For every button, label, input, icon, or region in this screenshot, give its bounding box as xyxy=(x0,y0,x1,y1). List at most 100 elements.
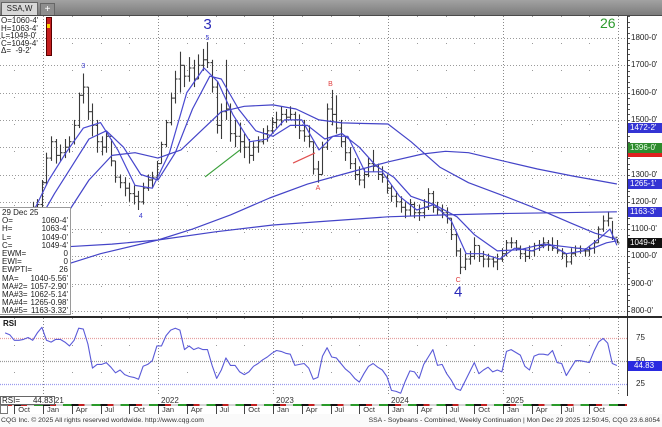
quote-value: 1049-0' xyxy=(10,31,37,41)
price-bar xyxy=(63,139,68,159)
price-bar xyxy=(173,70,178,104)
rsi-axis[interactable]: 75 50 25 44.83 xyxy=(627,318,662,396)
year-label: 2023 xyxy=(276,396,294,405)
panel-splitter[interactable] xyxy=(0,316,662,318)
data-label: O= xyxy=(2,216,13,226)
data-value: 0 xyxy=(63,257,68,267)
price-bar xyxy=(560,248,565,260)
price-tag-green-trendline: 1396-0' xyxy=(628,143,662,154)
data-row-low: L= 1049-0' xyxy=(2,233,68,242)
price-bar xyxy=(49,136,54,161)
data-value: 1060-4' xyxy=(41,216,68,226)
price-bar xyxy=(408,199,413,216)
price-bar xyxy=(159,141,164,165)
price-bar xyxy=(58,144,63,161)
price-bar xyxy=(95,119,100,153)
price-bar xyxy=(81,73,86,104)
price-bar xyxy=(362,169,367,189)
quote-open: O= 1060-4' xyxy=(1,17,43,25)
axis-tick xyxy=(628,43,630,44)
month-tick xyxy=(158,406,159,414)
axis-tick xyxy=(628,142,630,143)
axis-tick xyxy=(628,158,630,159)
add-tab-button[interactable]: + xyxy=(40,3,55,15)
price-bar xyxy=(454,231,459,257)
rsi-axis-label: 25 xyxy=(636,378,645,388)
axis-tick xyxy=(628,262,630,263)
data-row-ma5: MA#5= 1163-3.32' xyxy=(2,307,68,315)
month-label: Apr xyxy=(305,405,318,414)
price-bar xyxy=(431,190,436,213)
corner-toggle[interactable] xyxy=(0,405,8,414)
price-axis-label: 800-0' xyxy=(631,306,653,315)
axis-tick xyxy=(628,191,630,192)
cursor-data-box: 29 Dec 25 O= 1060-4' H= 1063-4' L= 1049-0' … xyxy=(0,207,71,315)
month-label: Oct xyxy=(248,405,260,414)
price-bar xyxy=(187,57,192,82)
axis-tick xyxy=(628,229,630,230)
data-label: MA#5= xyxy=(2,306,28,316)
data-value: 1040-5.56' xyxy=(30,273,68,283)
price-axis[interactable]: 1800-0' 1700-0' 1600-0' 1500-0' 1300-0' 1200-… xyxy=(627,16,662,316)
axis-tick xyxy=(628,267,630,268)
quote-change: Δ= -9-2' xyxy=(1,47,43,55)
price-bar xyxy=(550,237,555,251)
price-axis-label: 1500-0' xyxy=(631,114,658,124)
price-bar xyxy=(90,103,95,137)
wave-count-label: 26 xyxy=(600,16,616,31)
rsi-axis-label: 75 xyxy=(636,332,645,342)
quote-value: 1063-4' xyxy=(11,23,38,33)
wave-label-wave-b: B xyxy=(328,81,333,88)
price-bar xyxy=(132,185,137,205)
price-bar xyxy=(169,92,174,126)
price-bar xyxy=(118,174,123,189)
axis-tick xyxy=(628,224,630,225)
price-bar xyxy=(458,248,463,275)
month-tick xyxy=(101,406,102,414)
tab-bar: SSA,W + xyxy=(0,0,662,16)
data-row-ma: MA= 1040-5.56' xyxy=(2,273,68,283)
data-label: EWM= xyxy=(2,249,27,259)
price-bar xyxy=(261,128,266,145)
month-tick xyxy=(388,406,389,414)
data-label: MA#4= xyxy=(2,298,28,308)
copyright-text: CQG Inc. © 2025 All rights reserved worl… xyxy=(1,417,204,424)
rsi-panel[interactable]: RSI xyxy=(0,318,627,396)
month-label: Apr xyxy=(190,405,203,414)
axis-tick xyxy=(628,22,630,23)
axis-tick xyxy=(628,256,630,257)
month-tick xyxy=(503,406,504,414)
green-trendline[interactable] xyxy=(204,149,241,178)
rsi-canvas[interactable] xyxy=(0,318,627,396)
axis-tick xyxy=(628,289,630,290)
price-bar xyxy=(247,139,252,164)
month-tick xyxy=(302,406,303,414)
data-row-ma4: MA#4= 1265-0.98' xyxy=(2,299,68,307)
ma-line-ma3 xyxy=(42,104,618,244)
axis-tick xyxy=(628,164,630,165)
quote-label: L= xyxy=(1,31,11,41)
price-axis-label: 1100-0' xyxy=(631,224,657,234)
time-axis[interactable]: 20212022202320242025OctJanAprJulOctJanAp… xyxy=(0,396,627,414)
price-bar xyxy=(573,245,578,257)
wave-label-wave-4-minor: 4 xyxy=(139,213,143,220)
price-bar xyxy=(587,245,592,257)
wave-label-wave-4-major: 4 xyxy=(454,283,462,300)
month-label: Jan xyxy=(392,405,405,414)
month-tick xyxy=(273,406,274,414)
red-trendline[interactable] xyxy=(292,152,316,164)
tab-ssa-w[interactable]: SSA,W xyxy=(1,2,38,15)
price-bar xyxy=(307,125,312,148)
month-label: Jan xyxy=(507,405,520,414)
data-label: MA= xyxy=(2,273,19,283)
price-bar xyxy=(334,95,339,134)
data-row-high: H= 1063-4' xyxy=(2,225,68,233)
month-tick xyxy=(14,406,15,414)
axis-tick xyxy=(628,49,630,50)
axis-tick xyxy=(628,33,630,34)
price-axis-label: 1000-0' xyxy=(631,251,658,261)
price-bar xyxy=(343,136,348,161)
axis-tick xyxy=(628,76,630,77)
